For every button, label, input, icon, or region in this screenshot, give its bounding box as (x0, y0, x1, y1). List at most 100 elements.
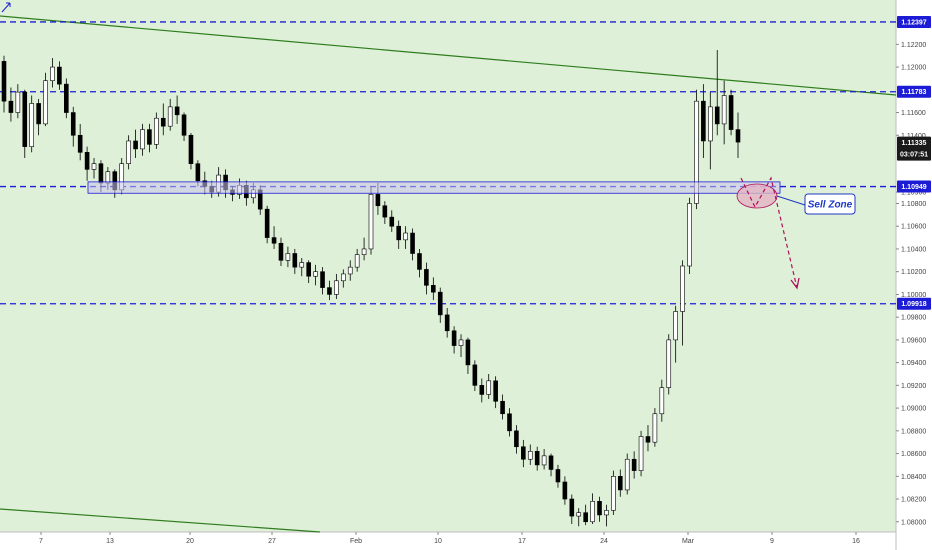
candle-body (77, 134, 83, 153)
x-tick-label: 10 (434, 538, 442, 545)
candle (320, 267, 325, 295)
candle (645, 425, 651, 452)
candle (57, 61, 62, 90)
candle-body (22, 91, 28, 147)
y-tick-label: 1.10600 (901, 224, 926, 231)
candle-body (666, 339, 672, 388)
candle-body (292, 253, 298, 268)
candle (306, 260, 311, 284)
candle (382, 201, 388, 224)
lower-trend-line[interactable] (0, 508, 321, 533)
candle-body (562, 481, 568, 500)
support-zone-rect[interactable] (87, 181, 781, 194)
price-tags: 1.12397 1.11783 1.10949 1.09918 1.11335 03:07… (897, 15, 931, 310)
candle-body (382, 205, 388, 218)
candle-body (735, 129, 741, 143)
level-price-tag (897, 180, 931, 193)
candle-body (611, 475, 616, 511)
candle-body (659, 387, 665, 415)
candle (368, 186, 374, 255)
candle-body (105, 171, 111, 184)
candle (174, 95, 180, 124)
level-price-tag-label: 1.09918 (901, 301, 926, 308)
y-tick-label: 1.10400 (901, 246, 926, 253)
candle-body (160, 117, 166, 127)
candle-body (396, 225, 401, 241)
callout-connector (776, 195, 806, 206)
upper-trend-line[interactable] (0, 15, 897, 96)
candle-body (493, 380, 498, 402)
x-tick-label: 17 (518, 538, 526, 545)
candle-body (181, 114, 187, 136)
candle (334, 273, 339, 299)
candle (500, 394, 505, 420)
y-tick-label: 1.08200 (901, 497, 926, 504)
candle-body (57, 66, 62, 85)
x-tick-label: 7 (39, 538, 43, 545)
price-axis-ticks: 1.12200 1.12000 1.11600 1.11400 1.10900 1.108… (896, 42, 926, 526)
candle (507, 408, 512, 437)
candle-body (472, 364, 478, 386)
candle-body (98, 163, 104, 184)
candle-body (167, 106, 173, 127)
candle (569, 494, 575, 525)
candle (91, 158, 97, 179)
candle-body (548, 455, 554, 470)
time-axis-ticks: 7 13 20 27 Feb 10 17 24 Mar 9 16 (39, 532, 860, 545)
candle-body (1, 61, 7, 102)
time-axis-panel (0, 532, 896, 550)
y-tick-label: 1.09400 (901, 360, 926, 367)
candle-body (313, 271, 318, 277)
candle-body (174, 106, 180, 116)
candle (417, 248, 422, 278)
candle-body (701, 100, 706, 142)
candle (597, 496, 602, 522)
candle (624, 453, 630, 495)
candle-body (583, 512, 588, 523)
candle (555, 464, 561, 488)
candle (285, 246, 291, 268)
candle-body (278, 242, 284, 261)
candle-body (576, 512, 582, 517)
candle-body (534, 450, 540, 466)
level-price-tag (897, 85, 931, 98)
candle (451, 326, 457, 354)
candle (292, 248, 298, 274)
candle-body (43, 80, 48, 125)
y-tick-label: 1.09200 (901, 383, 926, 390)
candle-body (271, 237, 277, 244)
candle (721, 80, 727, 145)
candle (126, 135, 131, 170)
level-price-tag (897, 297, 931, 310)
candle-body (638, 436, 644, 471)
candle-body (521, 446, 526, 460)
candle (64, 78, 69, 119)
candle (548, 453, 554, 477)
candle-body (680, 265, 685, 312)
candle (354, 248, 360, 272)
candle (8, 87, 14, 122)
corner-arrow-icon (1, 2, 11, 13)
candle (84, 146, 90, 181)
sell-zone-label-box[interactable] (804, 193, 856, 215)
candle (666, 334, 672, 395)
candle (562, 476, 568, 505)
candle (271, 226, 277, 249)
candle-body (154, 117, 159, 145)
y-tick-label: 1.12200 (901, 42, 926, 49)
candle (708, 92, 713, 170)
candle-body (569, 498, 575, 517)
candle (188, 133, 194, 170)
candle-body (486, 380, 492, 395)
candle (735, 112, 741, 159)
candle-body (188, 134, 194, 164)
candle (278, 237, 284, 266)
candle (1, 55, 7, 113)
candle-body (354, 254, 360, 268)
candle-body (507, 413, 512, 432)
x-tick-label: 24 (600, 538, 608, 545)
candle (541, 449, 547, 470)
x-tick-label: 9 (770, 538, 774, 545)
candle-body (327, 287, 332, 295)
